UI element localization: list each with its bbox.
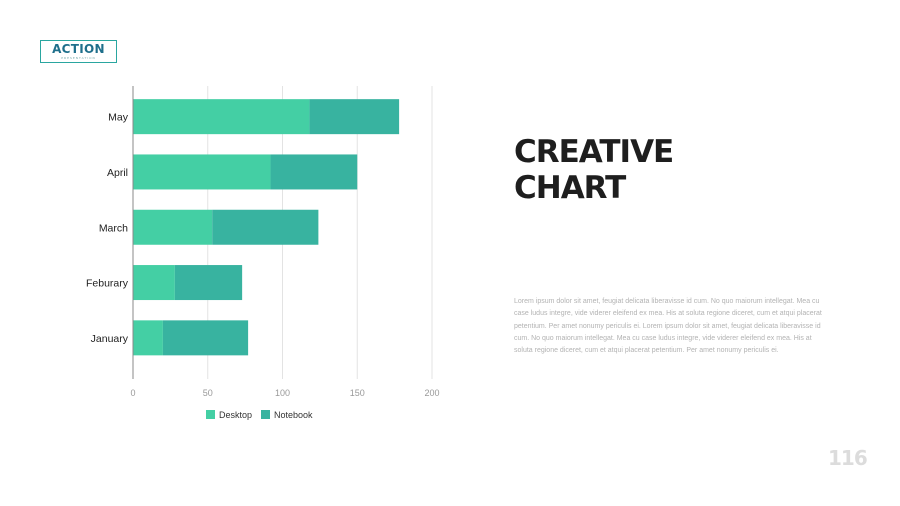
title-line-1: CREATIVE [514, 134, 674, 170]
bar-notebook [212, 209, 319, 245]
bar-desktop [133, 209, 213, 245]
bar-desktop [133, 99, 310, 135]
bar-notebook [309, 99, 400, 135]
stacked-bar-chart: 0 50 100 150 200 May April March Feburary January… [86, 86, 440, 420]
y-category-label: March [99, 222, 128, 234]
logo: ACTION PRESENTATION [40, 40, 117, 63]
page-title: CREATIVE CHART [514, 134, 674, 206]
bar-notebook [174, 265, 243, 301]
bar-desktop [133, 265, 175, 301]
y-category-label: Feburary [86, 278, 129, 290]
bar-notebook [162, 320, 249, 356]
logo-subtext: PRESENTATION [61, 56, 96, 60]
body-paragraph: Lorem ipsum dolor sit amet, feugiat deli… [514, 298, 822, 355]
y-category-label: January [91, 333, 129, 345]
x-tick-label: 200 [424, 388, 439, 398]
bar-desktop [133, 154, 271, 190]
x-tick-label: 150 [350, 388, 365, 398]
legend-swatch-notebook [261, 410, 270, 419]
legend-label-desktop: Desktop [219, 410, 252, 420]
legend-swatch-desktop [206, 410, 215, 419]
logo-text: ACTION [52, 42, 105, 56]
x-tick-label: 0 [130, 388, 135, 398]
page-number: 116 [828, 446, 868, 470]
x-tick-label: 50 [203, 388, 213, 398]
legend-label-notebook: Notebook [274, 410, 313, 420]
bar-notebook [270, 154, 358, 190]
y-category-label: May [108, 112, 129, 124]
y-category-label: April [107, 167, 128, 179]
x-tick-label: 100 [275, 388, 290, 398]
title-line-2: CHART [514, 170, 626, 206]
bar-desktop [133, 320, 163, 356]
